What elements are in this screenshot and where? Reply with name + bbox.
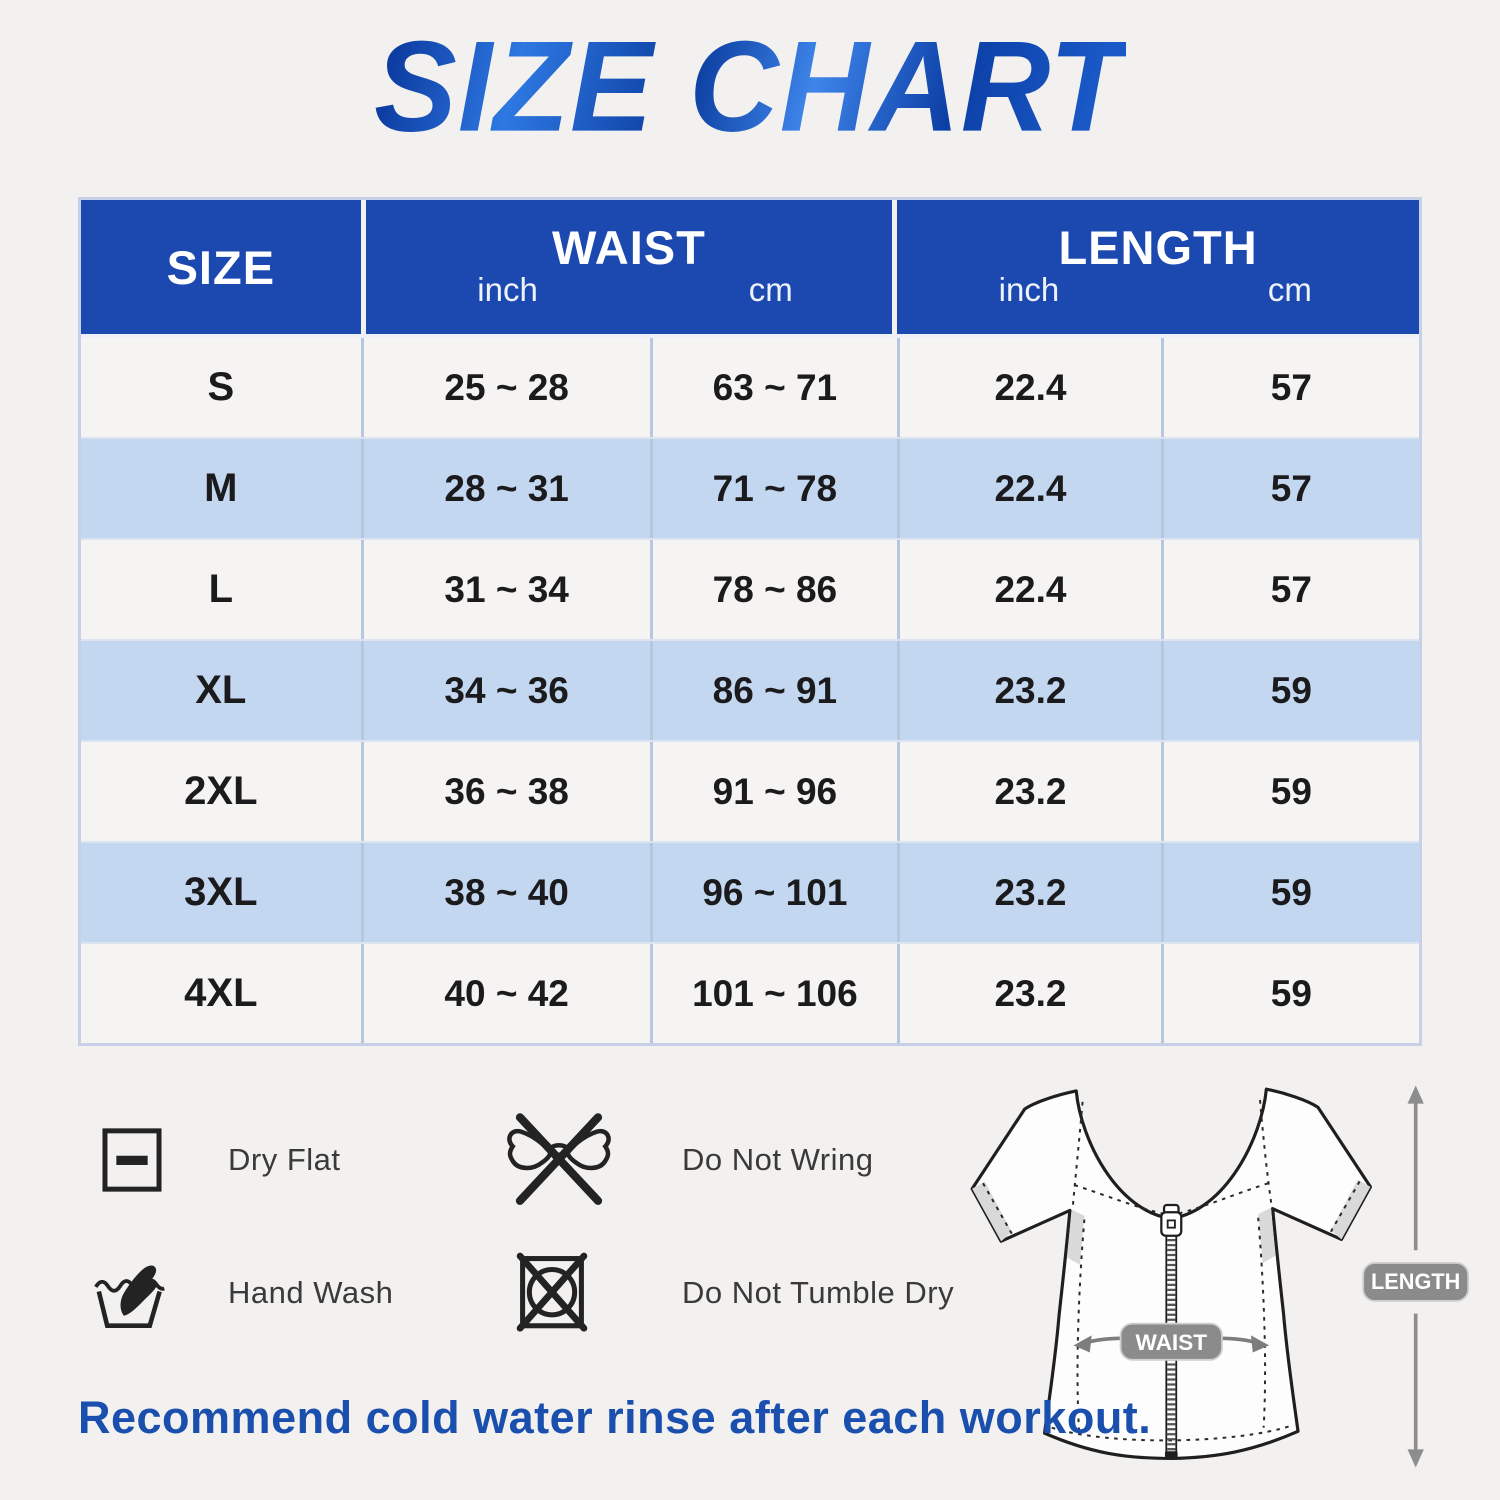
cell-waist-cm: 96 ~ 101 xyxy=(649,843,898,942)
cell-waist-cm: 78 ~ 86 xyxy=(649,540,898,639)
table-row: L 31 ~ 34 78 ~ 86 22.4 57 xyxy=(81,538,1419,639)
unit-label-waist-inch: inch xyxy=(477,271,538,308)
cell-size: 4XL xyxy=(184,971,258,1015)
cell-length-inch: 22.4 xyxy=(897,439,1161,538)
header-cell-size: SIZE xyxy=(81,200,361,334)
length-pill: LENGTH xyxy=(1362,1262,1470,1302)
footer-note: Recommend cold water rinse after each wo… xyxy=(78,1392,1152,1443)
garment-outline xyxy=(970,1087,1373,1461)
table-row: 4XL 40 ~ 42 101 ~ 106 23.2 59 xyxy=(81,942,1419,1043)
cell-size: XL xyxy=(195,668,247,712)
table-row: S 25 ~ 28 63 ~ 71 22.4 57 xyxy=(81,338,1419,437)
header-cell-waist: WAIST inch cm xyxy=(360,200,898,334)
care-label: Do Not Wring xyxy=(682,1142,874,1177)
care-label: Hand Wash xyxy=(228,1275,394,1310)
cell-length-inch: 22.4 xyxy=(897,540,1161,639)
cell-size: M xyxy=(204,466,238,510)
header-length-label: LENGTH xyxy=(1058,221,1258,274)
cell-size: 2XL xyxy=(184,769,258,813)
care-item-do-not-tumble-dry: Do Not Tumble Dry xyxy=(510,1241,954,1345)
cell-waist-inch: 36 ~ 38 xyxy=(360,742,650,841)
cell-length-cm: 57 xyxy=(1160,439,1419,538)
length-pill-label: LENGTH xyxy=(1371,1269,1460,1294)
garment-diagram: WAIST LENGTH xyxy=(970,1085,1470,1468)
header-cell-length: LENGTH inch cm xyxy=(897,200,1419,334)
table-row: 3XL 38 ~ 40 96 ~ 101 23.2 59 xyxy=(81,841,1419,942)
page-title: SIZE CHART xyxy=(0,13,1500,161)
cell-length-cm: 59 xyxy=(1160,641,1419,740)
waist-pill: WAIST xyxy=(1119,1322,1223,1361)
cell-length-inch: 23.2 xyxy=(897,742,1161,841)
cell-length-inch: 22.4 xyxy=(897,338,1161,437)
cell-waist-inch: 40 ~ 42 xyxy=(360,944,650,1043)
care-item-hand-wash: Hand Wash xyxy=(92,1243,393,1343)
header-size-label: SIZE xyxy=(166,240,276,294)
care-item-do-not-wring: Do Not Wring xyxy=(500,1110,874,1210)
hand-wash-icon xyxy=(94,1265,165,1328)
cell-length-cm: 59 xyxy=(1160,944,1419,1043)
cell-waist-inch: 31 ~ 34 xyxy=(360,540,650,639)
care-item-dry-flat: Dry Flat xyxy=(100,1112,341,1208)
cell-waist-cm: 63 ~ 71 xyxy=(649,338,898,437)
cell-waist-cm: 101 ~ 106 xyxy=(649,944,898,1043)
cell-size: L xyxy=(208,567,234,611)
cell-waist-inch: 28 ~ 31 xyxy=(360,439,650,538)
cell-length-inch: 23.2 xyxy=(897,843,1161,942)
waist-pill-label: WAIST xyxy=(1135,1330,1207,1355)
cell-length-inch: 23.2 xyxy=(897,944,1161,1043)
table-row: 2XL 36 ~ 38 91 ~ 96 23.2 59 xyxy=(81,740,1419,841)
cell-waist-cm: 86 ~ 91 xyxy=(649,641,898,740)
page-title-text: SIZE CHART xyxy=(374,13,1126,161)
cell-waist-inch: 38 ~ 40 xyxy=(360,843,650,942)
cell-length-inch: 23.2 xyxy=(897,641,1161,740)
cell-length-cm: 59 xyxy=(1160,843,1419,942)
cell-length-cm: 59 xyxy=(1160,742,1419,841)
unit-label-length-inch: inch xyxy=(998,271,1060,308)
table-row: M 28 ~ 31 71 ~ 78 22.4 57 xyxy=(81,437,1419,538)
garment-shaded-panels xyxy=(972,1179,1371,1265)
do-not-wring-icon xyxy=(507,1113,611,1205)
cell-waist-cm: 71 ~ 78 xyxy=(649,439,898,538)
table-header: SIZE WAIST inch cm LENGTH inch cm xyxy=(81,200,1419,338)
cell-size: 3XL xyxy=(184,870,258,914)
care-label: Dry Flat xyxy=(228,1142,341,1177)
dry-flat-icon xyxy=(102,1128,162,1192)
cell-waist-cm: 91 ~ 96 xyxy=(649,742,898,841)
cell-length-cm: 57 xyxy=(1160,338,1419,437)
cell-waist-inch: 25 ~ 28 xyxy=(360,338,650,437)
table-row: XL 34 ~ 36 86 ~ 91 23.2 59 xyxy=(81,639,1419,740)
cell-waist-inch: 34 ~ 36 xyxy=(360,641,650,740)
care-label: Do Not Tumble Dry xyxy=(682,1275,955,1310)
do-not-tumble-dry-icon xyxy=(516,1252,588,1332)
cell-size: S xyxy=(207,365,235,409)
unit-label-length-cm: cm xyxy=(1267,271,1312,308)
header-waist-label: WAIST xyxy=(551,221,706,274)
size-table: SIZE WAIST inch cm LENGTH inch cm S 25 ~… xyxy=(78,197,1422,1046)
unit-label-waist-cm: cm xyxy=(748,271,793,308)
length-arrow xyxy=(1407,1085,1424,1468)
cell-length-cm: 57 xyxy=(1160,540,1419,639)
